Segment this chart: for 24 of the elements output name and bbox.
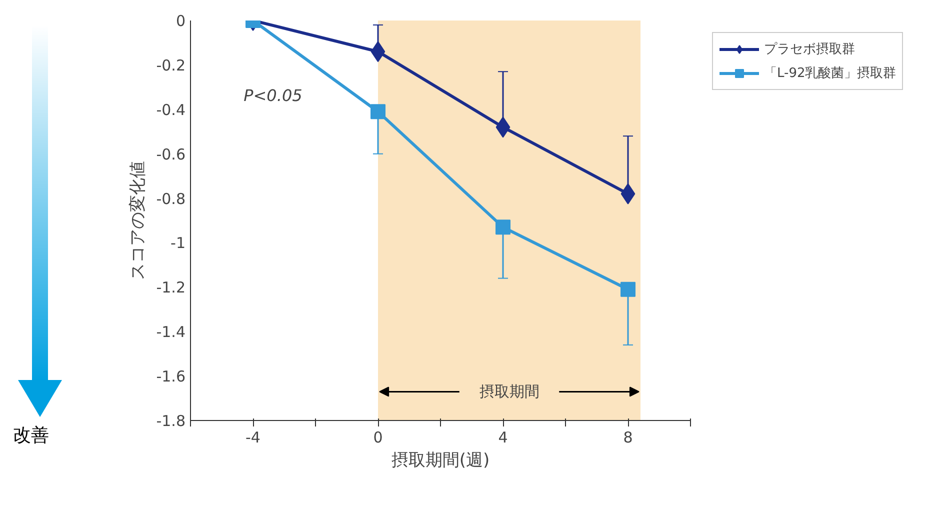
x-tick-label: -4 [246, 428, 260, 446]
annotation: P<0.05 [244, 86, 302, 105]
legend-label: 「L-92乳酸菌」摂取群 [764, 65, 896, 82]
point [620, 282, 636, 297]
x-tick-label: 8 [623, 428, 633, 446]
y-tick-label: -1.2 [156, 278, 186, 297]
x-axis-title: 摂取期間(週) [391, 450, 490, 470]
x-tick-label: 0 [373, 428, 383, 446]
y-tick-label: -1.4 [156, 323, 186, 342]
y-tick-label: -1 [170, 234, 186, 252]
y-tick-label: -1.6 [156, 368, 186, 386]
x-tick-label: 4 [498, 428, 508, 446]
y-tick-label: -1.8 [156, 412, 186, 430]
point [370, 104, 386, 120]
text: 改善 [13, 424, 49, 448]
y-tick-label: 0 [176, 12, 186, 30]
legend-label: プラセボ摂取群 [764, 41, 855, 58]
y-tick-label: -0.6 [156, 145, 186, 164]
band-label: 摂取期間 [479, 382, 540, 401]
y-tick-label: -0.2 [156, 56, 186, 74]
y-tick-label: -0.8 [156, 190, 186, 208]
y-axis-title: スコアの変化値 [128, 161, 148, 280]
point [496, 220, 510, 235]
y-tick-label: -0.4 [156, 100, 186, 119]
